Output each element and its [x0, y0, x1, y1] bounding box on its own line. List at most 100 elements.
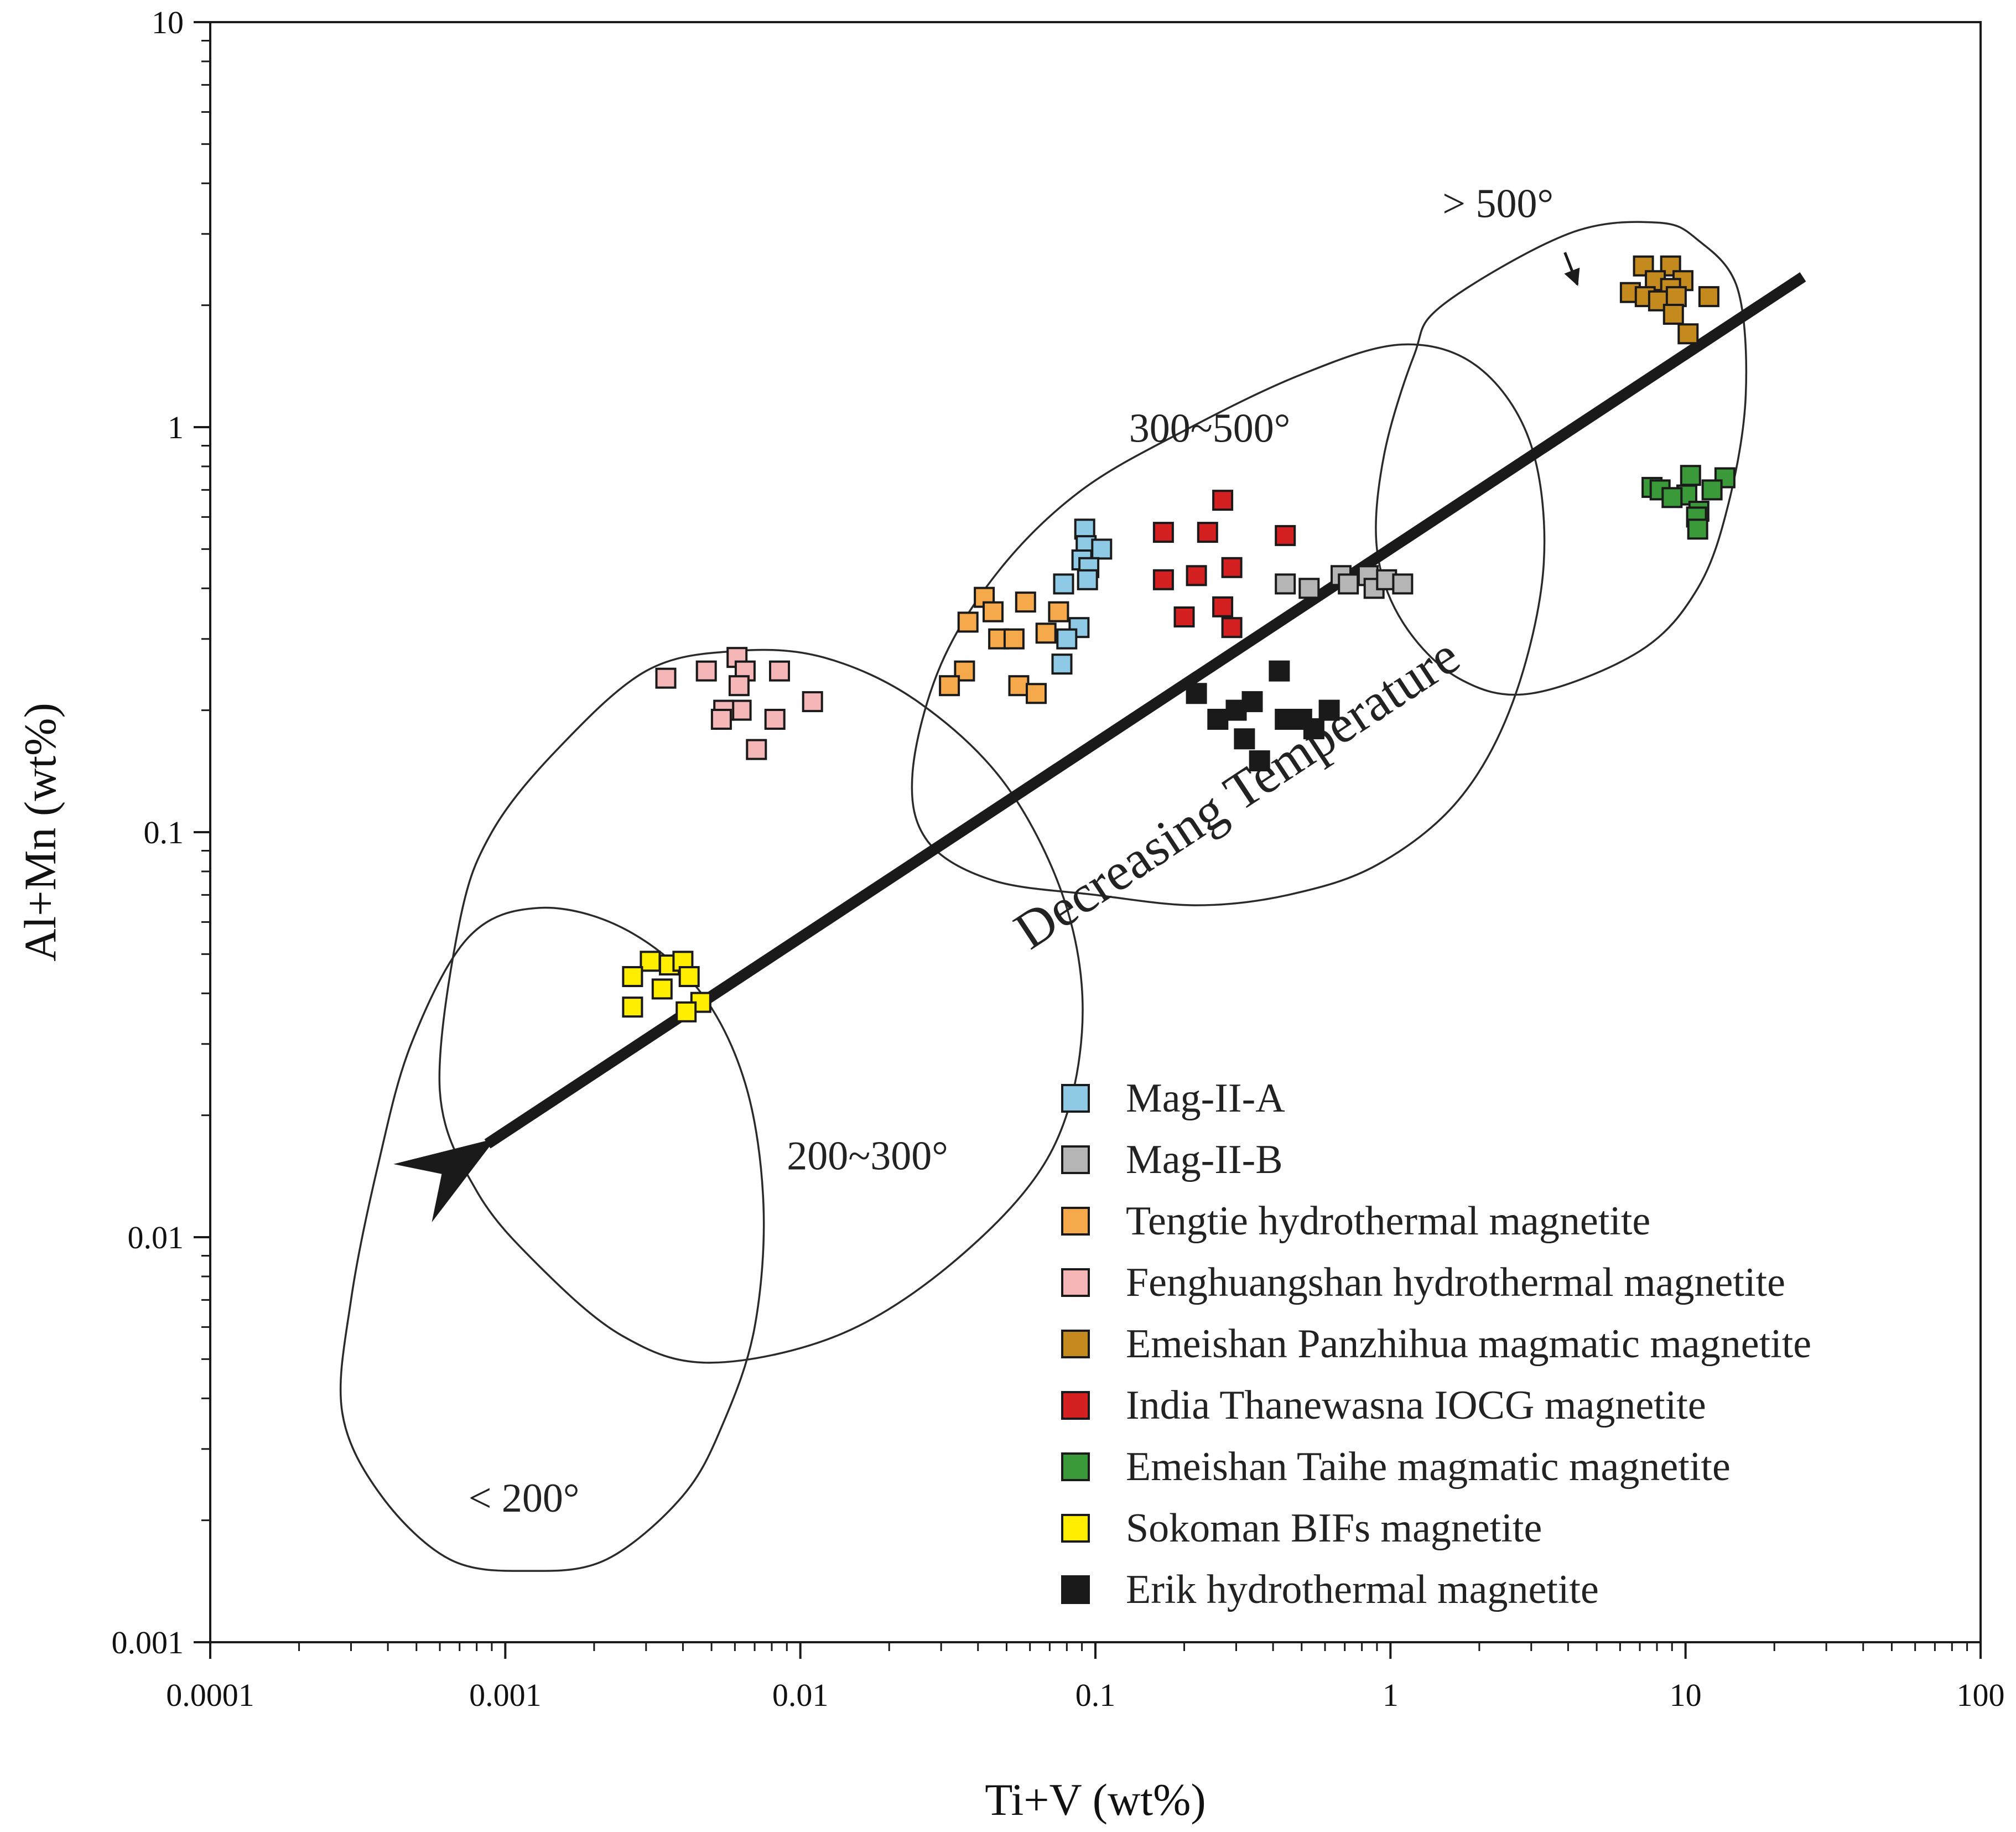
temperature-field-label: > 500°	[1442, 181, 1553, 226]
legend-swatch	[1061, 1575, 1090, 1604]
legend-item: Tengtie hydrothermal magnetite	[1061, 1198, 1650, 1244]
data-point	[1048, 601, 1069, 622]
legend-item: Emeishan Taihe magmatic magnetite	[1061, 1444, 1731, 1490]
data-point	[1077, 569, 1098, 590]
legend-item: Fenghuangshan hydrothermal magnetite	[1061, 1260, 1785, 1305]
temperature-field-outline	[1375, 221, 1748, 696]
y-tick-label: 0.001	[112, 1625, 184, 1660]
series-group	[939, 587, 1069, 704]
data-point	[802, 691, 823, 713]
data-point	[640, 951, 661, 972]
data-point	[957, 611, 979, 633]
legend-swatch	[1061, 1268, 1090, 1297]
data-point	[1197, 522, 1218, 543]
series-group	[1152, 490, 1296, 639]
data-point	[1249, 750, 1270, 772]
legend-item: Sokoman BIFs magnetite	[1061, 1506, 1542, 1551]
y-tick-label: 0.1	[144, 814, 184, 850]
data-point	[1701, 479, 1723, 501]
data-point	[730, 699, 752, 721]
data-point	[1008, 675, 1030, 697]
legend-swatch	[1061, 1330, 1090, 1358]
data-point	[1661, 487, 1683, 508]
x-tick-label: 1	[1383, 1677, 1399, 1713]
series-group	[622, 951, 711, 1023]
data-point	[1298, 578, 1320, 599]
data-point	[1221, 617, 1243, 639]
data-point	[1662, 304, 1684, 325]
data-point	[1026, 683, 1047, 704]
temperature-field-outline	[438, 648, 1084, 1364]
data-point	[622, 997, 643, 1018]
legend-swatch	[1061, 1514, 1090, 1543]
data-point	[1056, 628, 1078, 650]
trend-label: Decreasing Temperature	[1004, 625, 1469, 960]
data-point	[764, 709, 786, 730]
data-point	[1677, 323, 1699, 345]
y-tick-label: 0.01	[128, 1219, 184, 1255]
data-point	[1152, 522, 1174, 543]
data-point	[1303, 718, 1324, 740]
series-group	[1051, 518, 1113, 675]
temperature-field-label: 300~500°	[1129, 406, 1291, 451]
temperature-field-label: < 200°	[469, 1476, 580, 1521]
data-point	[1053, 573, 1074, 595]
legend-label: Mag-II-B	[1126, 1137, 1283, 1182]
x-tick-label: 10	[1670, 1677, 1702, 1713]
data-point	[1275, 525, 1296, 546]
data-point	[1212, 596, 1234, 617]
legend-item: Erik hydrothermal magnetite	[1061, 1567, 1599, 1612]
legend-label: Tengtie hydrothermal magnetite	[1126, 1198, 1650, 1244]
x-tick-label: 0.1	[1075, 1677, 1116, 1713]
series-group	[1186, 660, 1340, 772]
legend-item: Emeishan Panzhihua magmatic magnetite	[1061, 1321, 1811, 1367]
legend-label: Fenghuangshan hydrothermal magnetite	[1126, 1260, 1785, 1305]
series-group	[1619, 255, 1719, 345]
x-tick-label: 100	[1957, 1677, 2005, 1713]
temperature-field-label: 200~300°	[787, 1134, 948, 1179]
data-point	[1680, 465, 1701, 486]
data-point	[1241, 691, 1263, 713]
data-point	[1291, 709, 1312, 730]
data-point	[954, 660, 975, 682]
data-point	[676, 1001, 697, 1023]
x-tick-label: 0.01	[772, 1677, 829, 1713]
legend-label: Emeishan Panzhihua magmatic magnetite	[1126, 1321, 1811, 1367]
data-point	[1091, 538, 1113, 560]
y-tick-label: 10	[152, 4, 184, 40]
data-point	[695, 660, 717, 682]
data-point	[655, 667, 677, 689]
data-point	[1665, 286, 1687, 308]
data-point	[1392, 573, 1414, 595]
data-point	[1003, 628, 1025, 650]
data-point	[1698, 286, 1719, 308]
data-point	[1687, 518, 1708, 540]
series-group	[1641, 465, 1736, 540]
legend-swatch	[1061, 1391, 1090, 1420]
data-point	[1234, 728, 1255, 750]
data-point	[651, 978, 673, 1000]
data-point	[678, 966, 700, 987]
legend-label: Mag-II-A	[1126, 1076, 1285, 1121]
data-point	[1207, 709, 1229, 730]
high-temperature-pointer-arrow	[1563, 252, 1580, 286]
plot-frame	[209, 21, 1982, 1643]
legend-swatch	[1061, 1145, 1090, 1174]
data-point	[1152, 569, 1174, 590]
data-point	[710, 709, 732, 730]
data-point	[1186, 683, 1207, 704]
data-point	[1015, 591, 1036, 613]
x-axis-title: Ti+V (wt%)	[985, 1774, 1206, 1825]
data-point	[728, 675, 750, 697]
data-point	[939, 675, 960, 697]
legend-swatch	[1061, 1452, 1090, 1481]
legend-label: Sokoman BIFs magnetite	[1126, 1506, 1542, 1551]
data-point	[769, 660, 790, 682]
legend-item: Mag-II-B	[1061, 1137, 1283, 1182]
data-point	[1338, 573, 1359, 595]
data-point	[1275, 573, 1296, 595]
data-point	[1221, 557, 1243, 578]
y-tick-label: 1	[168, 409, 184, 445]
legend-swatch	[1061, 1207, 1090, 1236]
